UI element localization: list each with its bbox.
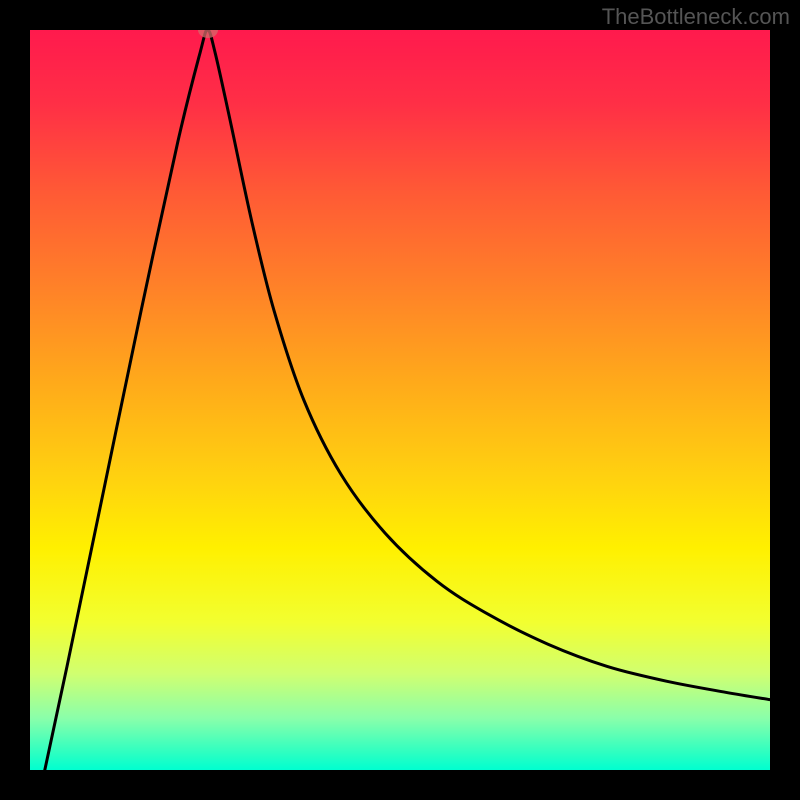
bottleneck-curve	[30, 30, 770, 770]
plot-area	[30, 30, 770, 770]
watermark: TheBottleneck.com	[602, 4, 790, 30]
